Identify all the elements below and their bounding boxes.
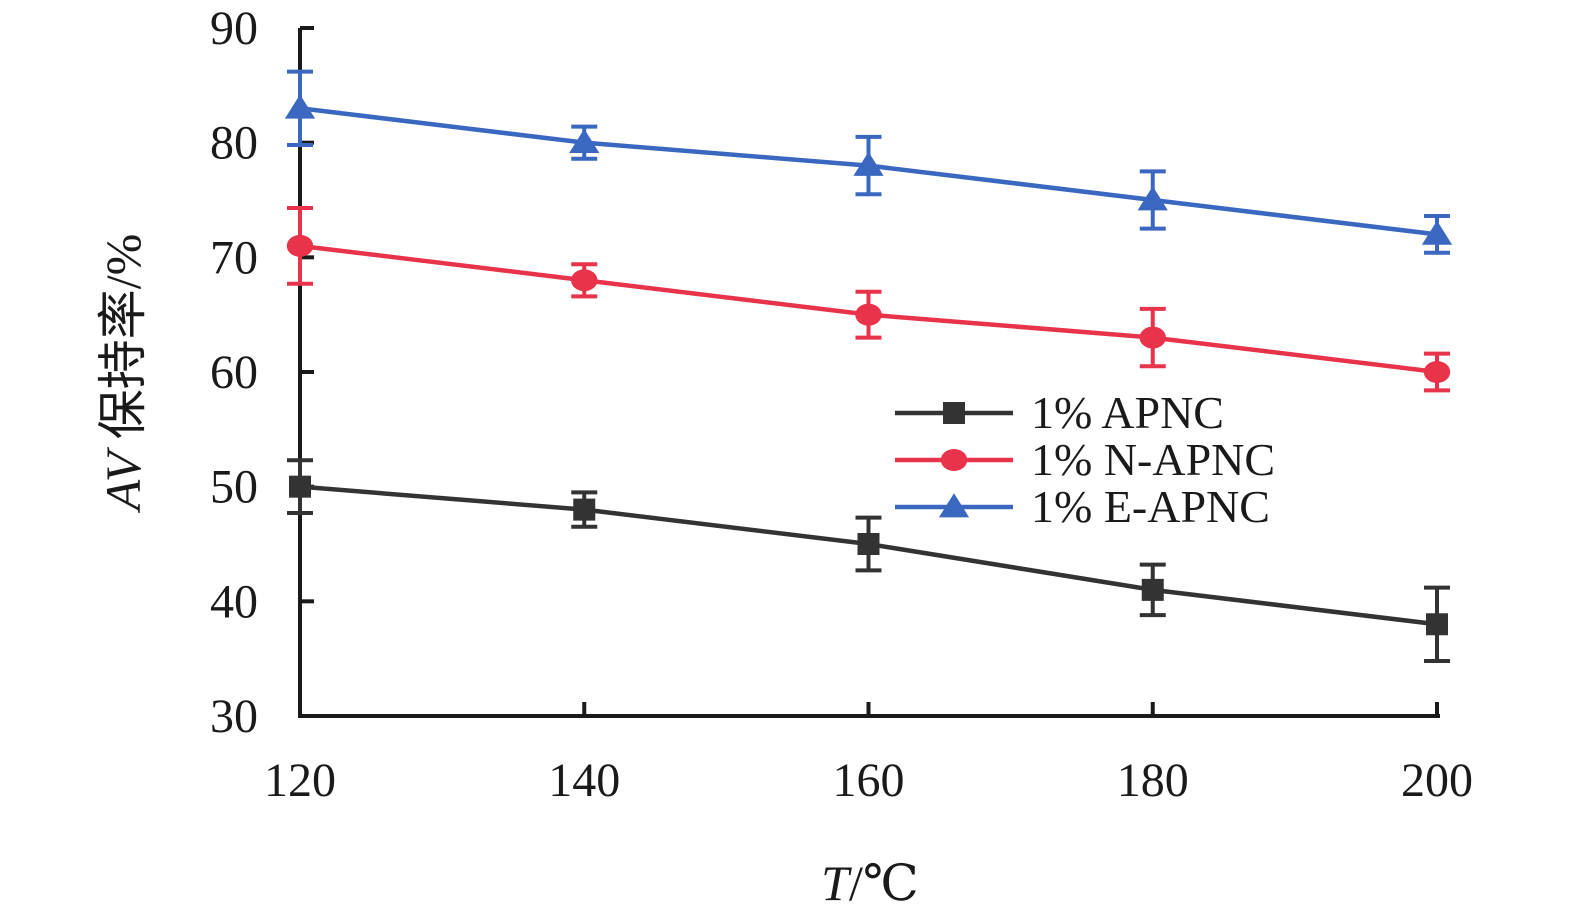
- y-tick-label: 60: [210, 346, 258, 399]
- x-tick-label: 200: [1401, 754, 1473, 807]
- data-point: [1137, 186, 1168, 211]
- y-tick-label: 50: [210, 461, 258, 514]
- data-point: [1423, 361, 1451, 383]
- x-axis-title: T/℃: [821, 855, 919, 911]
- legend-label: 1% APNC: [1031, 387, 1224, 438]
- legend-label: 1% E-APNC: [1031, 481, 1270, 532]
- data-point: [289, 475, 311, 498]
- y-ticks: 30 40 50 60 70 80 90: [210, 2, 314, 743]
- x-axis-title-symbol: T: [821, 855, 852, 911]
- y-tick-label: 30: [210, 690, 258, 743]
- axes: [298, 28, 1440, 718]
- series-1: [287, 458, 1450, 663]
- series-3: [284, 69, 1453, 255]
- legend-label: 1% N-APNC: [1031, 434, 1275, 485]
- data-point: [1421, 220, 1453, 245]
- legend-item: 1% E-APNC: [895, 481, 1270, 532]
- x-tick-label: 140: [548, 754, 620, 807]
- data-point: [1139, 326, 1166, 349]
- legend-marker: [943, 402, 965, 424]
- y-axis-title-text: 保持率/%: [95, 234, 151, 452]
- data-point: [855, 303, 882, 326]
- series-layer: [284, 69, 1453, 663]
- y-axis-title: AV 保持率/%: [95, 234, 151, 514]
- data-point: [284, 94, 316, 119]
- y-tick-label: 80: [210, 117, 258, 170]
- data-point: [857, 533, 880, 555]
- legend-marker: [938, 493, 970, 518]
- y-axis-title-symbol: AV: [95, 446, 151, 513]
- data-point: [853, 151, 884, 176]
- series-2: [286, 206, 1451, 393]
- y-tick-label: 70: [210, 231, 258, 284]
- y-tick-label: 40: [210, 575, 258, 628]
- x-tick-label: 160: [833, 754, 905, 807]
- data-point: [286, 234, 314, 257]
- data-point: [569, 128, 600, 153]
- x-tick-label: 180: [1117, 754, 1189, 807]
- data-point: [573, 498, 596, 521]
- data-point: [571, 269, 598, 292]
- y-tick-label: 90: [210, 2, 258, 55]
- data-point: [1141, 578, 1164, 601]
- legend-item: 1% N-APNC: [895, 434, 1275, 485]
- x-axis-title-unit: /℃: [849, 855, 919, 911]
- x-ticks: 120 140 160 180 200: [264, 702, 1473, 807]
- x-tick-label: 120: [264, 754, 336, 807]
- legend-marker: [940, 449, 968, 471]
- data-point: [1426, 613, 1448, 636]
- legend-item: 1% APNC: [895, 387, 1224, 438]
